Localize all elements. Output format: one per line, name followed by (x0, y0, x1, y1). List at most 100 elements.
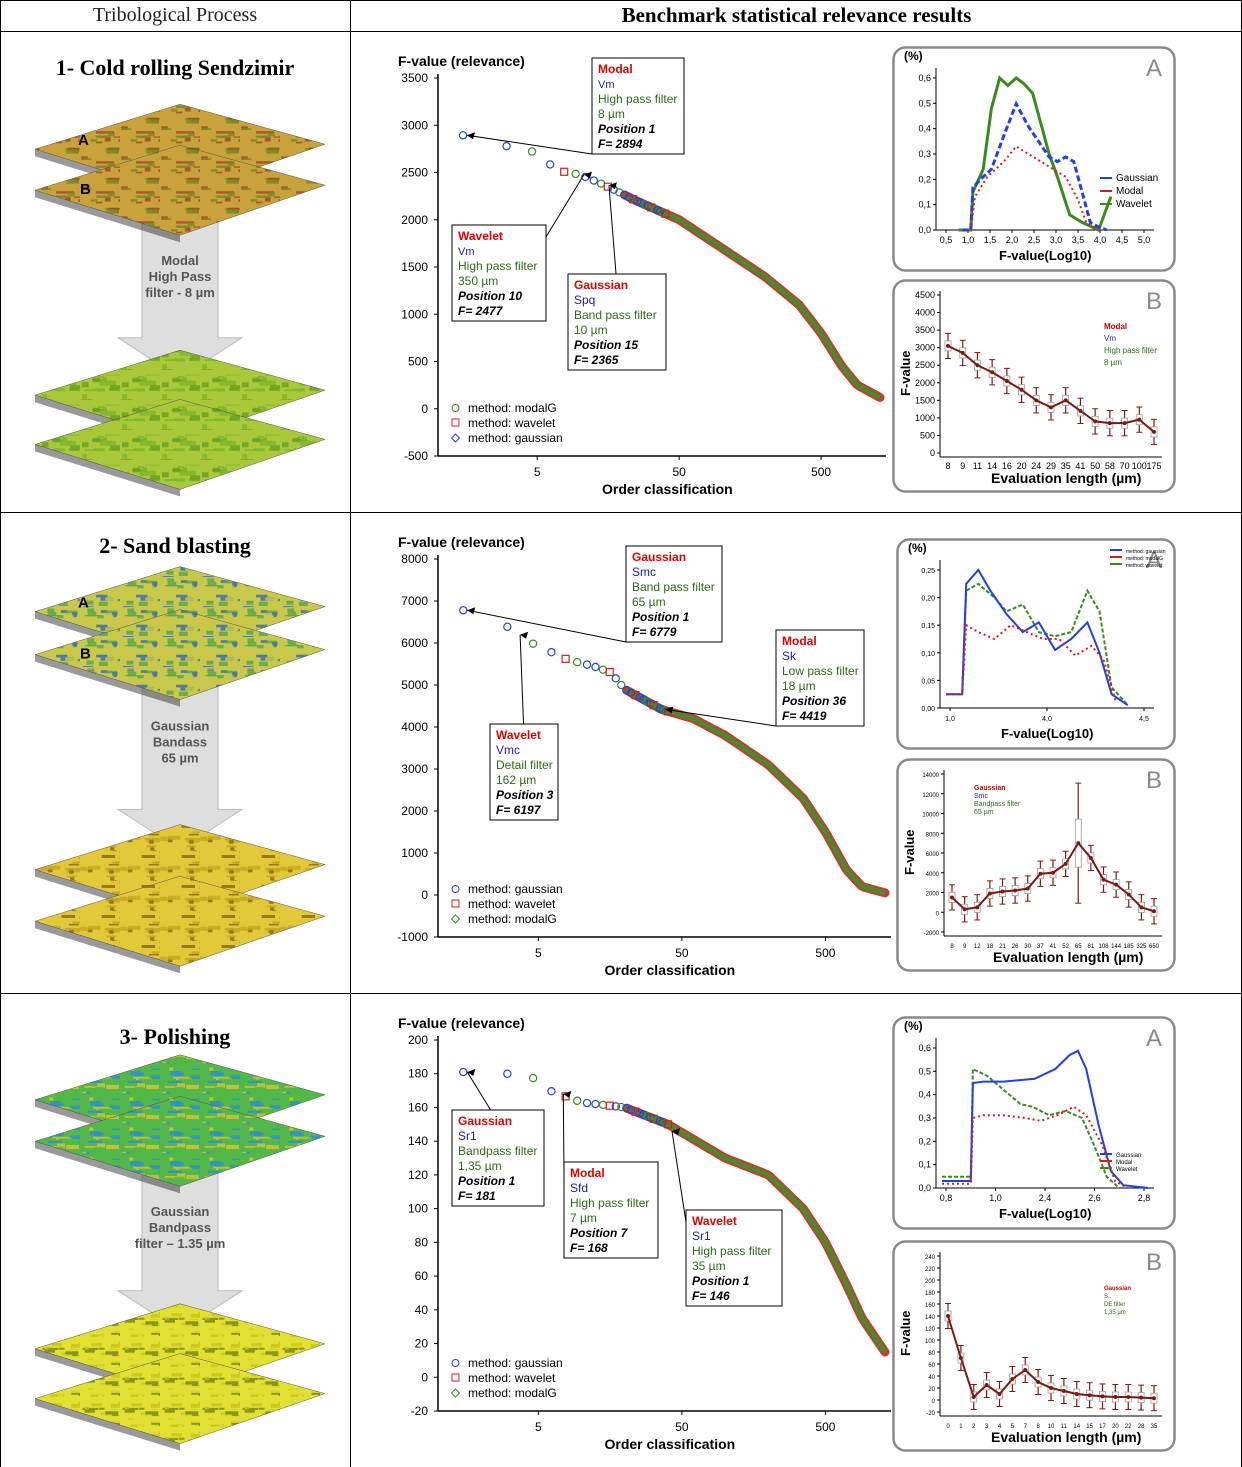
median-point (958, 1356, 963, 1360)
y-tick-label: 3000 (401, 762, 428, 776)
x-tick-label: 50 (675, 1420, 689, 1434)
legend-label: method: gaussian (468, 882, 563, 896)
y-tick-label: 0,1 (918, 1160, 931, 1170)
layer-label-b: B (80, 646, 91, 663)
median-point (1049, 405, 1053, 410)
annotation-line: 10 µm (574, 323, 608, 337)
y-tick-label: 4500 (915, 290, 935, 300)
data-point (663, 1120, 673, 1129)
annotation-line: Modal (570, 1166, 605, 1180)
annotation-arrowhead (608, 182, 617, 190)
legend-label: 8 µm (1104, 358, 1122, 367)
annotation-box (591, 57, 685, 155)
x-tick-label: 5 (535, 1420, 542, 1434)
x-axis-label: F-value(Log10) (999, 248, 1091, 263)
annotation-line: Modal (598, 62, 633, 76)
annotation-line: F= 168 (570, 1241, 608, 1255)
y-tick-label: 0,5 (918, 1066, 931, 1076)
median-point (1034, 398, 1039, 403)
legend-label: Wavelet (1116, 199, 1152, 210)
legend-marker (451, 1373, 460, 1382)
process-arrow (116, 679, 244, 850)
x-tick-label: 28 (1138, 1424, 1145, 1430)
table-border-top (0, 0, 1242, 1)
y-tick-label: 4000 (915, 308, 935, 318)
x-axis-label: F-value(Log10) (999, 1206, 1091, 1221)
annotation-line: Detail filter (496, 758, 553, 772)
panel-frame (892, 279, 1176, 493)
data-point (658, 208, 668, 217)
data-point (622, 1103, 631, 1113)
legend-label: method: modalG (468, 912, 557, 926)
x-tick-label: 10 (1048, 1424, 1055, 1430)
data-point (617, 1102, 626, 1112)
annotation-line: Bandpass filter (458, 1144, 537, 1158)
y-tick-label: 5000 (401, 678, 428, 692)
x-tick-label: 1 (959, 1424, 963, 1430)
annotation-box (625, 545, 723, 643)
annotation-arrowhead (671, 1128, 680, 1136)
legend-label: method: modalG (468, 1386, 557, 1400)
annotation-arrow (466, 134, 593, 155)
data-point (591, 662, 600, 672)
annotation-line: Wavelet (692, 1214, 737, 1228)
annotation-arrowhead (665, 706, 674, 714)
y-tick-label: 40 (415, 1303, 429, 1317)
surface-layer-b (34, 609, 326, 700)
annotation-arrow (665, 708, 777, 727)
annotation-line: Low pass filter (782, 664, 859, 678)
median-point (1114, 882, 1119, 887)
annotation-line: Vmc (496, 743, 520, 757)
series-gaussian (942, 1049, 1149, 1189)
median-point (1122, 421, 1127, 426)
y-axis-label: F-value (902, 829, 917, 875)
legend-label: High pass filter (1104, 346, 1157, 355)
y-tick-label: 200 (925, 1279, 936, 1285)
median-point (1101, 877, 1106, 882)
layer-label-a: A (78, 132, 89, 149)
y-tick-label: 500 (920, 430, 935, 440)
x-tick-label: 0,5 (940, 235, 953, 245)
y-tick-label: 0,4 (918, 124, 931, 134)
x-tick-label: 29 (1046, 461, 1056, 471)
annotation-line: Gaussian (574, 278, 628, 292)
data-point (459, 1067, 468, 1077)
legend-label: method: modalG (468, 401, 557, 415)
data-point (626, 688, 636, 697)
median-point (971, 1395, 976, 1399)
median-point (946, 1314, 950, 1318)
arrow-label-line: Bandass (153, 734, 207, 749)
y-tick-label: 0 (930, 448, 935, 458)
x-tick-label: 50 (1090, 461, 1100, 471)
y-tick-label: 6000 (926, 852, 940, 858)
data-point (626, 1105, 636, 1115)
annotation-arrowhead (467, 1069, 476, 1077)
panel-letter: A (1146, 1025, 1162, 1052)
median-point (1093, 419, 1098, 424)
y-tick-label: 0,20 (921, 596, 935, 603)
annotation-line: Position 1 (598, 122, 656, 136)
x-tick-label: 500 (815, 1420, 835, 1434)
annotation-line: Smc (632, 565, 656, 579)
legend-label: method: wavelet (468, 897, 556, 911)
x-tick-label: 650 (1149, 944, 1160, 950)
annotation-line: F= 2365 (574, 353, 619, 367)
series-modal (969, 145, 1100, 231)
arrow-label-line: Gaussian (151, 718, 210, 733)
x-tick-label: 14 (1073, 1424, 1080, 1430)
data-point (503, 1069, 512, 1078)
legend-label: Wavelet (1116, 1167, 1138, 1173)
data-point (631, 1107, 640, 1116)
x-tick-label: 0 (946, 1424, 950, 1430)
y-tick-label: 500 (408, 355, 428, 369)
legend-label: S.. (1104, 1294, 1112, 1300)
x-tick-label: 2,8 (1138, 1193, 1151, 1203)
panel-letter: B (1146, 767, 1162, 794)
median-point (1152, 429, 1156, 434)
table-border-middle (350, 0, 351, 1467)
x-tick-label: 50 (672, 465, 686, 479)
annotation-line: Gaussian (632, 550, 686, 564)
x-tick-label: 26 (1012, 944, 1019, 950)
legend-label: method: wavelet (468, 1371, 556, 1385)
y-tick-label: 2000 (926, 892, 940, 898)
